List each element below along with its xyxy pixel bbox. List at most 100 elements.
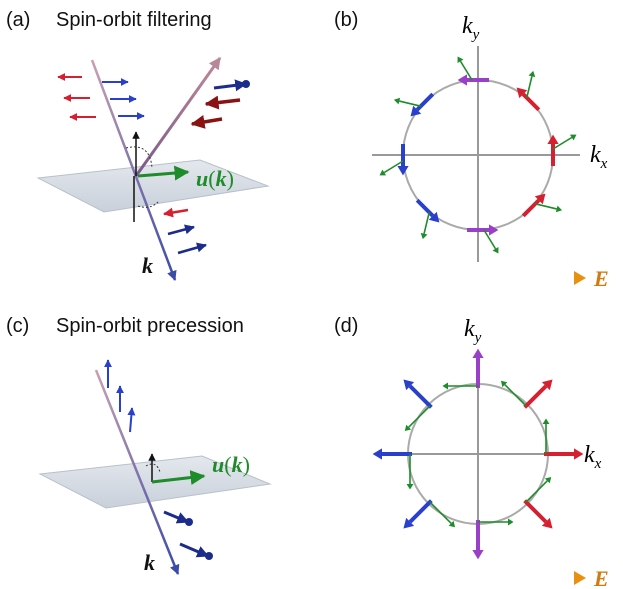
spin-arrow [213,79,248,92]
spin-arrow [521,198,541,218]
incident-beam [90,59,177,281]
panel-c: (c) Spin-orbit precession u(k) k [6,315,272,575]
field-arrow-head-d [574,571,586,585]
spin-arrow-head [472,550,484,560]
incident-beam-c [94,369,180,575]
field-arrow-head-b [574,271,586,285]
spin-arrow [415,198,435,218]
spin-arrow-head [534,193,546,205]
u-arrow-head [448,520,456,528]
u-arrow [459,60,473,81]
spin-arrow [408,499,433,524]
spin-arrows-d [372,348,584,560]
precessing-spins [104,359,213,560]
spin-arrow-head [403,379,415,391]
panel-d-tag: (d) [334,315,358,337]
u-arrow-head [500,380,508,388]
spin-arrow [127,407,136,433]
u-arrow [429,501,452,524]
ky-label-d: ky [464,316,482,346]
u-arrow-head [528,70,536,78]
panel-a-caption: Spin-orbit filtering [56,9,212,31]
spin-arrow [179,542,210,558]
spin-arrow-head [457,74,467,86]
u-vector-arrow [137,165,190,181]
u-arrow-head [404,424,412,432]
u-arrow-head [420,232,428,240]
spin-arrow-head [372,448,382,460]
spin-arrow-head [403,517,415,529]
spin-arrow-head [397,166,409,176]
u-arrow [408,405,431,428]
u-vector-arrow-c [151,470,206,485]
panel-a-tag: (a) [6,9,30,31]
u-arrow-head [393,97,401,105]
u-arrow-head [492,246,499,254]
spin-arrow-head [428,211,440,223]
panel-c-caption: Spin-orbit precession [56,315,244,337]
spin-arrow-head [541,517,553,529]
panel-a: (a) Spin-orbit filtering u(k) k [6,9,270,281]
u-arrow-head [442,382,448,390]
surface-plane [36,159,270,213]
kx-label-b: kx [590,142,608,172]
reflected-beam [134,57,222,177]
field-label-d: E [593,566,609,589]
spin-arrow-head [472,348,484,358]
k-label-c: k [144,550,155,575]
u-arrow-head [508,518,514,526]
spin-arrow [167,224,195,236]
u-arrow-head [457,56,464,64]
panel-c-tag: (c) [6,315,29,337]
panel-d: (d) kx ky E [334,315,609,589]
spin-head [205,552,213,560]
spin-head [242,80,250,88]
spin-arrows-b [379,56,577,254]
u-arrow-head [544,476,552,484]
spin-arrow-head [489,224,499,236]
u-arrow [535,203,557,210]
spin-arrow [204,95,241,110]
u-arrow [423,212,430,234]
spin-arrow [190,115,223,129]
u-arrow [526,76,533,98]
spin-arrow [521,92,541,112]
spin-arrow-head [410,105,422,117]
u-arrow [552,136,573,150]
spin-arrow [415,92,435,112]
transmitted-spins [163,207,207,255]
u-arrow [399,100,421,107]
spin-arrow [163,510,190,524]
angle-arc-lower [137,201,159,208]
kx-label-d: kx [584,442,602,472]
spin-arrow-head [516,87,528,99]
ky-label-b: ky [462,13,480,43]
u-arrow [525,480,548,503]
angle-arc-c [145,463,161,473]
spin-arrow-head [541,379,553,391]
u-vector-label: u(k) [196,166,234,191]
spin-head [185,518,193,526]
u-arrow-head [379,169,387,176]
spin-arrow [408,384,433,409]
field-label-b: E [593,266,609,291]
u-arrow [483,229,497,250]
reflected-spins [190,79,250,129]
u-arrow [504,384,527,407]
panel-b: (b) kx ky E [334,9,609,291]
u-arrow [383,160,404,174]
u-arrow-head [406,484,414,490]
u-arrow-head [569,134,577,141]
k-label-a: k [142,253,153,278]
incoming-spins [57,73,145,121]
spin-arrow [523,384,548,409]
spin-arrow [523,499,548,524]
spin-arrow [177,242,207,255]
u-arrow-head [555,205,563,213]
panel-b-tag: (b) [334,9,358,31]
u-arrow-head [542,418,550,424]
u-vector-label-c: u(k) [212,452,250,477]
spin-arrow-head [547,134,559,144]
spin-arrow-head [574,448,584,460]
